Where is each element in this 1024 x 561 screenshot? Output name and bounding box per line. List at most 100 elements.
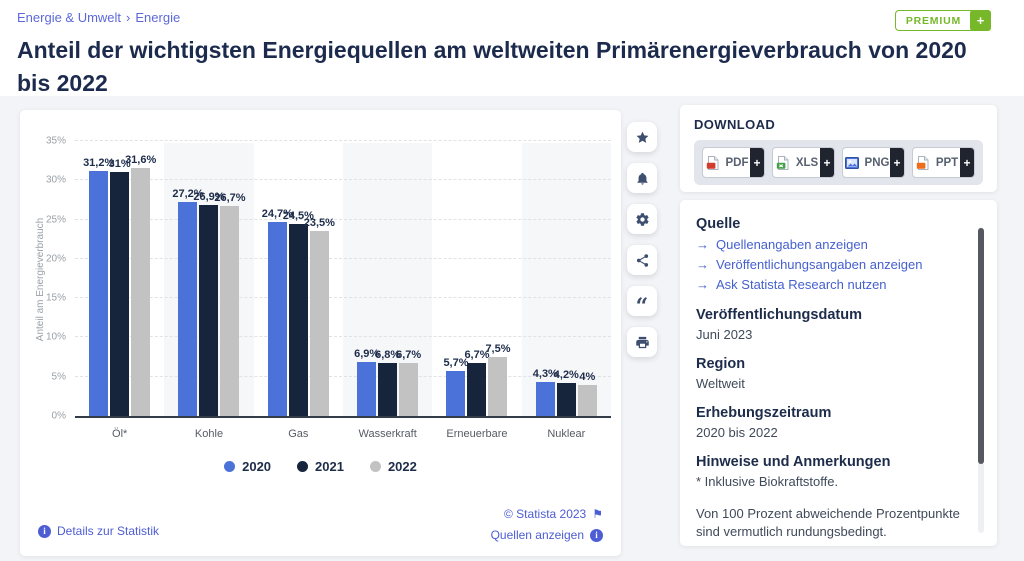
source-link[interactable]: → Veröffentlichungsangaben anzeigen — [696, 255, 963, 275]
scrollbar-thumb[interactable] — [978, 228, 984, 464]
info-icon: i — [590, 528, 603, 542]
page-header: Energie & Umwelt › Energie Anteil der wich… — [17, 10, 1007, 99]
bar-value-label: 24,5% — [282, 209, 314, 222]
bar-column: 4,2% — [553, 143, 579, 416]
details-zur-statistik-link[interactable]: i Details zur Statistik — [38, 524, 159, 538]
download-button-label: PPT — [935, 156, 959, 169]
bar-value-label: 31,6% — [125, 153, 157, 166]
breadcrumb-link-energie[interactable]: Energie — [135, 10, 181, 25]
bar-2020 — [357, 361, 377, 416]
scrollbar-track[interactable] — [978, 227, 984, 533]
y-axis-tick-label: 5% — [51, 371, 66, 383]
download-png-button[interactable]: PNG + — [842, 147, 905, 178]
bar-value-label: 24,7% — [261, 207, 293, 220]
legend-item-2021[interactable]: 2021 — [297, 459, 344, 474]
section-text: Juni 2023 — [696, 327, 753, 342]
sources-link-label: Quellen anzeigen — [490, 528, 584, 542]
bar-2021 — [110, 172, 130, 416]
source-link-label: Ask Statista Research nutzen — [716, 277, 887, 292]
y-axis-tick-label: 25% — [45, 214, 66, 226]
bar-column: 5,7% — [443, 143, 469, 416]
section-heading: Hinweise und Anmerkungen — [696, 454, 891, 470]
plus-icon[interactable]: + — [890, 148, 904, 177]
gridline — [75, 375, 611, 377]
arrow-right-icon: → — [696, 237, 709, 252]
y-axis-tick-label: 10% — [45, 331, 66, 343]
settings-button[interactable] — [627, 204, 657, 234]
section-heading: Erhebungszeitraum — [696, 405, 832, 421]
bar-group-5: 5,7% 6,7% 7,5% — [432, 143, 521, 416]
plus-icon[interactable]: + — [750, 148, 764, 177]
legend-item-2020[interactable]: 2020 — [224, 459, 271, 474]
action-button-column: “ — [627, 122, 657, 357]
favorite-button[interactable] — [627, 122, 657, 152]
plot-band — [521, 143, 611, 416]
bar-group-2: 27,2% 26,9% 26,7% — [164, 143, 253, 416]
section-text: Weltweit — [696, 376, 745, 391]
bar-column: 4,3% — [532, 143, 558, 416]
bar-group-3: 24,7% 24,5% 23,5% — [254, 143, 343, 416]
x-axis-category-label: Gas — [288, 428, 309, 440]
bar-value-label: 31% — [108, 158, 131, 171]
bar-column: 31% — [108, 143, 131, 416]
section-heading: Veröffentlichungsdatum — [696, 307, 862, 323]
premium-plus-icon[interactable]: + — [970, 10, 991, 31]
download-button-main: PPT — [913, 148, 960, 177]
chart: Anteil am Energieverbrauch 0% 5% 10% 15% 20%… — [20, 110, 621, 502]
bar-value-label: 4,2% — [553, 369, 579, 381]
bar-value-label: 26,7% — [214, 192, 246, 205]
breadcrumb-link-energie-umwelt[interactable]: Energie & Umwelt — [17, 10, 122, 25]
x-axis-labels: Öl* Kohle Gas Wasserkraft Erneuerbare Nuklear — [75, 428, 611, 440]
alert-button[interactable] — [627, 163, 657, 193]
download-ppt-button[interactable]: PPT + — [912, 147, 975, 178]
bar-value-label: 27,2% — [172, 188, 204, 201]
download-xls-button[interactable]: XLS + — [772, 147, 835, 178]
download-button-main: PDF — [703, 148, 750, 177]
plus-icon[interactable]: + — [960, 148, 974, 177]
flag-icon: ⚑ — [592, 507, 603, 521]
premium-badge-label: PREMIUM — [905, 14, 961, 27]
share-button[interactable] — [627, 245, 657, 275]
section-text: 2020 bis 2022 — [696, 425, 778, 440]
x-axis-category-label: Kohle — [194, 428, 224, 440]
arrow-right-icon: → — [696, 277, 709, 292]
bar-value-label: 4,3% — [532, 368, 558, 381]
legend-marker-icon — [369, 461, 381, 472]
bar-column: 6,7% — [464, 143, 490, 416]
bar-column: 31,6% — [125, 143, 156, 416]
print-button[interactable] — [627, 327, 657, 357]
legend-item-2022[interactable]: 2022 — [369, 459, 417, 474]
gridline — [75, 336, 611, 338]
plus-icon[interactable]: + — [820, 148, 834, 177]
bar-column: 4% — [577, 143, 597, 416]
quellen-anzeigen-link[interactable]: Quellen anzeigen i — [491, 528, 603, 542]
download-card: DOWNLOAD PDF + XLS + PNG + PPT + — [680, 105, 997, 192]
statista-copyright[interactable]: © Statista 2023 ⚑ — [491, 507, 603, 521]
x-axis-category-label: Nuklear — [547, 428, 586, 440]
bar-column: 31,2% — [83, 143, 114, 416]
gridline — [75, 179, 611, 181]
source-link[interactable]: → Ask Statista Research nutzen — [696, 275, 963, 295]
png-image-icon — [844, 155, 860, 171]
bar-group-1: 31,2% 31% 31,6% — [75, 143, 164, 416]
download-pdf-button[interactable]: PDF + — [702, 147, 765, 178]
bar-2021 — [199, 204, 219, 416]
star-icon — [635, 130, 650, 145]
bar-2021 — [467, 363, 487, 416]
gear-icon — [635, 212, 650, 227]
section-text: Von 100 Prozent abweichende Prozentpunkt… — [696, 506, 960, 539]
download-button-tray: PDF + XLS + PNG + PPT + — [694, 140, 983, 185]
details-panel: Quelle → Quellenangaben anzeigen → Veröffent… — [680, 200, 997, 546]
x-axis-category-label: Erneuerbare — [446, 428, 508, 440]
section-heading: Region — [696, 356, 746, 372]
printer-icon — [635, 335, 650, 350]
source-link-label: Veröffentlichungsangaben anzeigen — [716, 257, 923, 272]
xls-file-icon — [775, 155, 791, 171]
section-text: * Inklusive Biokraftstoffe. — [696, 474, 839, 489]
bar-2022 — [309, 231, 329, 416]
cite-button[interactable]: “ — [627, 286, 657, 318]
bar-2020 — [178, 202, 198, 416]
premium-badge[interactable]: PREMIUM + — [894, 10, 991, 31]
source-link[interactable]: → Quellenangaben anzeigen — [696, 235, 963, 255]
source-link-label: Quellenangaben anzeigen — [716, 237, 868, 252]
